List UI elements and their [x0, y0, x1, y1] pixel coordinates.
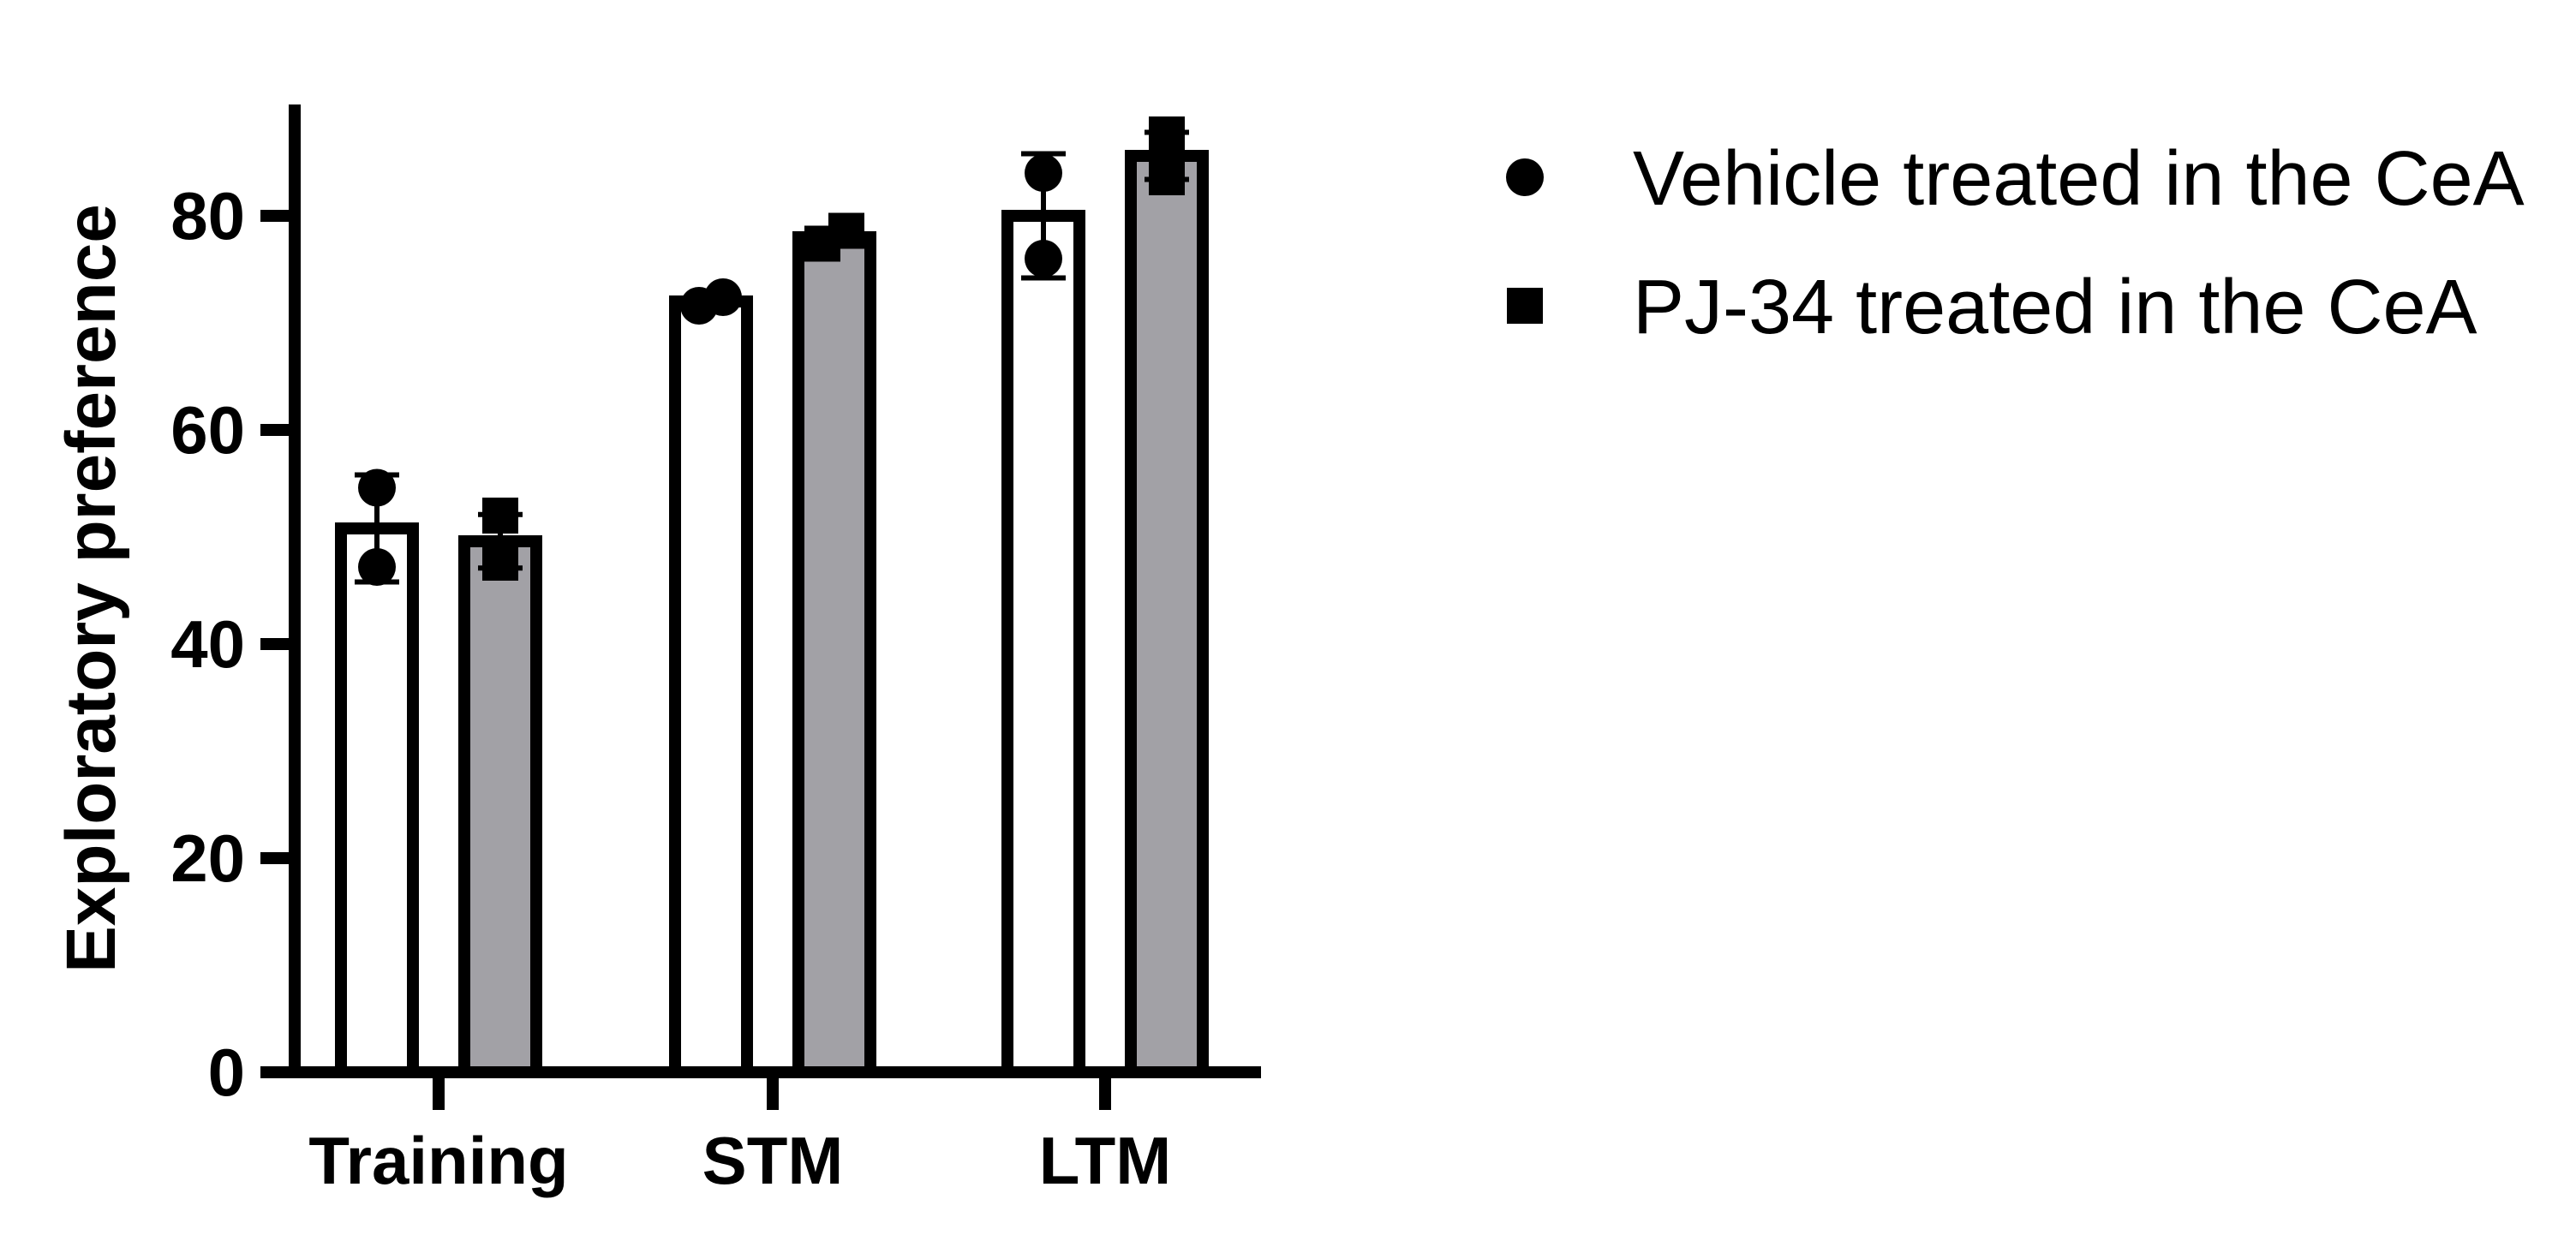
data-point — [704, 278, 742, 316]
data-point — [482, 545, 518, 581]
data-point — [1149, 159, 1185, 195]
bar-pj34-ltm — [1125, 150, 1209, 1078]
y-tick-label: 20 — [170, 820, 245, 896]
x-ticks-layer: Training STM LTM — [308, 1072, 1171, 1198]
legend-label-vehicle: Vehicle treated in the CeA — [1633, 136, 2525, 222]
bar-vehicle-ltm — [1001, 210, 1085, 1078]
y-ticks-layer: 0 20 40 60 80 — [170, 178, 295, 1110]
data-point — [828, 212, 864, 249]
legend: Vehicle treated in the CeA PJ-34 treated … — [1506, 136, 2525, 350]
data-point — [1149, 116, 1185, 152]
y-tick-label: 40 — [170, 606, 245, 682]
data-point — [1025, 240, 1062, 277]
y-tick-label: 0 — [208, 1035, 245, 1110]
bars-layer — [335, 150, 1209, 1078]
x-tick-label-stm: STM — [702, 1123, 844, 1198]
y-tick-label: 80 — [170, 178, 245, 254]
data-point — [1025, 154, 1062, 192]
axes-layer — [289, 104, 1261, 1078]
data-point — [358, 548, 396, 586]
bar-pj34-stm — [792, 231, 876, 1078]
x-tick-label-ltm: LTM — [1039, 1123, 1171, 1198]
legend-square-marker — [1507, 288, 1543, 324]
bar-pj34-training — [458, 535, 542, 1078]
x-tick-label-training: Training — [308, 1123, 568, 1198]
data-points-layer — [358, 116, 1185, 586]
data-point — [482, 498, 518, 534]
y-tick-label: 60 — [170, 392, 245, 468]
y-axis-title: Exploratory preference — [52, 204, 130, 973]
data-point — [358, 468, 396, 507]
legend-label-pj34: PJ-34 treated in the CeA — [1633, 265, 2477, 350]
bar-vehicle-training — [335, 522, 419, 1078]
bar-vehicle-stm — [669, 295, 753, 1078]
legend-circle-marker — [1506, 158, 1544, 196]
